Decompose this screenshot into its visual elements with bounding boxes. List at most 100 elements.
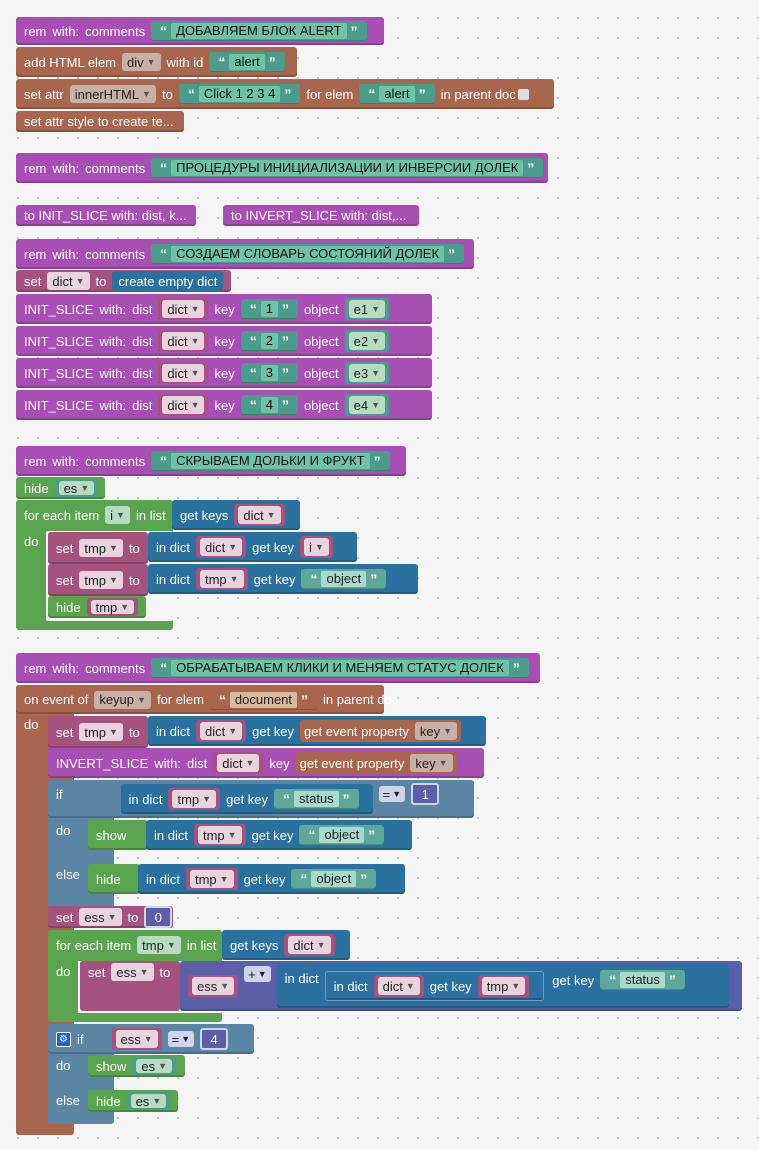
for-each-block-2[interactable]: for each item tmp ▼ in list [48, 930, 222, 960]
key-text[interactable]: 2 [260, 333, 278, 349]
hide-es-block-2[interactable]: hide es ▼ [88, 1090, 178, 1112]
dict-var[interactable]: dict ▼ [234, 504, 285, 526]
rem-block-procedures[interactable]: rem with: comments “ПРОЦЕДУРЫ ИНИЦИАЛИЗА… [16, 153, 548, 183]
event-dropdown[interactable]: keyup ▼ [94, 690, 151, 709]
in-dict-outer[interactable]: in dict in dict dict ▼ get key tmp ▼ get k… [276, 964, 729, 1008]
key-string[interactable]: “object” [301, 569, 387, 589]
elem-string[interactable]: “alert” [359, 84, 435, 104]
key-string[interactable]: “object” [291, 869, 377, 889]
obj-var[interactable]: e1 ▼ [344, 298, 390, 320]
dict-var[interactable]: dict ▼ [158, 298, 209, 320]
key-string[interactable]: “object” [299, 825, 385, 845]
dict-var[interactable]: dict ▼ [195, 536, 247, 558]
comment-string[interactable]: “ДОБАВЛЯЕМ БЛОК ALERT” [151, 21, 367, 41]
var-dropdown[interactable]: tmp ▼ [79, 539, 123, 557]
number-value[interactable]: 1 [411, 783, 440, 805]
key-text[interactable]: status [293, 791, 339, 807]
var-dropdown[interactable]: ess ▼ [111, 963, 154, 981]
var-dropdown[interactable]: tmp ▼ [79, 723, 123, 741]
key-text[interactable]: status [620, 972, 665, 988]
get-event-property[interactable]: get event property key ▼ [295, 752, 457, 774]
var-dropdown[interactable]: tmp ▼ [79, 571, 123, 589]
dict-var[interactable]: dict ▼ [284, 934, 335, 956]
set-tmp-block-2[interactable]: set tmp ▼ to [48, 564, 148, 596]
comment-text[interactable]: СОЗДАЕМ СЛОВАРЬ СОСТОЯНИЙ ДОЛЕК [171, 246, 445, 262]
get-keys-block-2[interactable]: get keys dict ▼ [222, 930, 350, 960]
rem-block-dict[interactable]: rem with: comments “СОЗДАЕМ СЛОВАРЬ СОСТ… [16, 239, 474, 269]
obj-var[interactable]: e2 ▼ [344, 330, 390, 352]
key-text[interactable]: object [319, 827, 365, 843]
rem-block-hide[interactable]: rem with: comments “СКРЫВАЕМ ДОЛЬКИ И ФР… [16, 446, 406, 476]
set-attr-block[interactable]: set attr innerHTML ▼ to “Click 1 2 3 4” f… [16, 79, 554, 109]
ess-var[interactable]: ess ▼ [188, 975, 239, 997]
comment-text[interactable]: СКРЫВАЕМ ДОЛЬКИ И ФРУКТ [171, 453, 370, 469]
dict-var[interactable]: dict ▼ [213, 752, 264, 774]
if-row[interactable]: if in dict tmp ▼ get key “status” = ▼ 1 [48, 780, 474, 818]
comment-string[interactable]: “СКРЫВАЕМ ДОЛЬКИ И ФРУКТ” [151, 451, 390, 471]
tmp-var[interactable]: tmp ▼ [477, 975, 530, 997]
es-var[interactable]: es ▼ [126, 1092, 171, 1110]
elem-text[interactable]: document [229, 691, 298, 708]
hide-tmp-block[interactable]: hide tmp ▼ [48, 596, 146, 618]
attr-dropdown[interactable]: innerHTML ▼ [69, 85, 156, 103]
rem-block-clicks[interactable]: rem with: comments “ОБРАБАТЫВАЕМ КЛИКИ И… [16, 653, 540, 683]
set-ess-block[interactable]: set ess ▼ to 0 [48, 906, 173, 928]
init-slice-call-1[interactable]: INIT_SLICE with: dist dict ▼ key “1” object… [16, 294, 432, 324]
in-dict-hide[interactable]: in dict tmp ▼ get key “object” [138, 864, 405, 894]
key-string[interactable]: “3” [240, 363, 298, 383]
item-dropdown[interactable]: tmp ▼ [137, 936, 181, 954]
obj-var[interactable]: e4 ▼ [344, 394, 390, 416]
tmp-var[interactable]: tmp ▼ [86, 598, 139, 616]
key-text[interactable]: 1 [260, 301, 278, 317]
get-event-property[interactable]: get event property key ▼ [300, 720, 461, 742]
in-dict-block-2[interactable]: in dict tmp ▼ get key “object” [148, 564, 418, 594]
key-string[interactable]: “1” [240, 299, 298, 319]
init-slice-procedure[interactable]: to INIT_SLICE with: dist, k... [16, 205, 196, 226]
obj-var[interactable]: e3 ▼ [344, 362, 390, 384]
number-value[interactable]: 0 [144, 906, 173, 928]
dict-var[interactable]: dict ▼ [195, 720, 247, 742]
key-var[interactable]: i ▼ [300, 536, 333, 558]
var-dropdown[interactable]: dict ▼ [47, 272, 90, 290]
show-es-block[interactable]: show es ▼ [88, 1055, 185, 1077]
value-string[interactable]: “Click 1 2 3 4” [178, 84, 301, 104]
key-text[interactable]: 4 [260, 397, 278, 413]
comment-string[interactable]: “ОБРАБАТЫВАЕМ КЛИКИ И МЕНЯЕМ СТАТУС ДОЛЕ… [151, 658, 529, 678]
set-attr-style-block[interactable]: set attr style to create te... [16, 111, 184, 132]
in-dict-show[interactable]: in dict tmp ▼ get key “object” [146, 820, 412, 850]
id-text[interactable]: alert [229, 54, 265, 70]
show-block[interactable]: show [88, 820, 148, 850]
init-slice-call-3[interactable]: INIT_SLICE with: dist dict ▼ key “3” object… [16, 358, 432, 388]
dict-var[interactable]: tmp ▼ [185, 868, 238, 890]
dict-var[interactable]: dict ▼ [158, 330, 209, 352]
dict-var[interactable]: dict ▼ [373, 975, 424, 997]
gear-icon[interactable]: ⚙ [56, 1031, 71, 1047]
set-tmp-block-1[interactable]: set tmp ▼ to [48, 532, 148, 564]
tag-dropdown[interactable]: div ▼ [122, 53, 161, 71]
invert-slice-procedure[interactable]: to INVERT_SLICE with: dist,... [223, 205, 419, 226]
init-slice-call-4[interactable]: INIT_SLICE with: dist dict ▼ key “4” object… [16, 390, 432, 420]
key-string[interactable]: “status” [273, 789, 359, 809]
id-string[interactable]: “alert” [209, 52, 285, 72]
key-string[interactable]: “2” [240, 331, 298, 351]
compare-operator[interactable]: = ▼ [378, 786, 406, 802]
comment-text[interactable]: ОБРАБАТЫВАЕМ КЛИКИ И МЕНЯЕМ СТАТУС ДОЛЕК [171, 660, 509, 676]
set-dict-block[interactable]: set dict ▼ to create empty dict [16, 270, 231, 292]
hide-es-block[interactable]: hide es ▼ [16, 477, 105, 499]
dict-var[interactable]: tmp ▼ [168, 788, 221, 810]
es-var[interactable]: es ▼ [54, 479, 99, 497]
key-text[interactable]: object [311, 871, 357, 887]
add-html-elem-block[interactable]: add HTML elem div ▼ with id “alert” [16, 47, 297, 77]
key-text[interactable]: object [321, 571, 367, 587]
comment-text[interactable]: ДОБАВЛЯЕМ БЛОК ALERT [171, 23, 347, 39]
checkbox-icon[interactable] [517, 88, 529, 100]
compare-operator[interactable]: = ▼ [167, 1031, 195, 1047]
dict-var[interactable]: dict ▼ [158, 394, 209, 416]
in-dict-block-1[interactable]: in dict dict ▼ get key i ▼ [148, 532, 357, 562]
set-ess-sum[interactable]: set ess ▼ to [80, 961, 180, 983]
number-value[interactable]: 4 [200, 1028, 229, 1050]
dict-var[interactable]: tmp ▼ [195, 568, 248, 590]
on-event-block[interactable]: on event of keyup ▼ for elem “document” i… [16, 685, 398, 714]
if-row-2[interactable]: ⚙ if ess ▼ = ▼ 4 [48, 1024, 254, 1054]
comment-string[interactable]: “ПРОЦЕДУРЫ ИНИЦИАЛИЗАЦИИ И ИНВЕРСИИ ДОЛЕ… [151, 158, 544, 178]
